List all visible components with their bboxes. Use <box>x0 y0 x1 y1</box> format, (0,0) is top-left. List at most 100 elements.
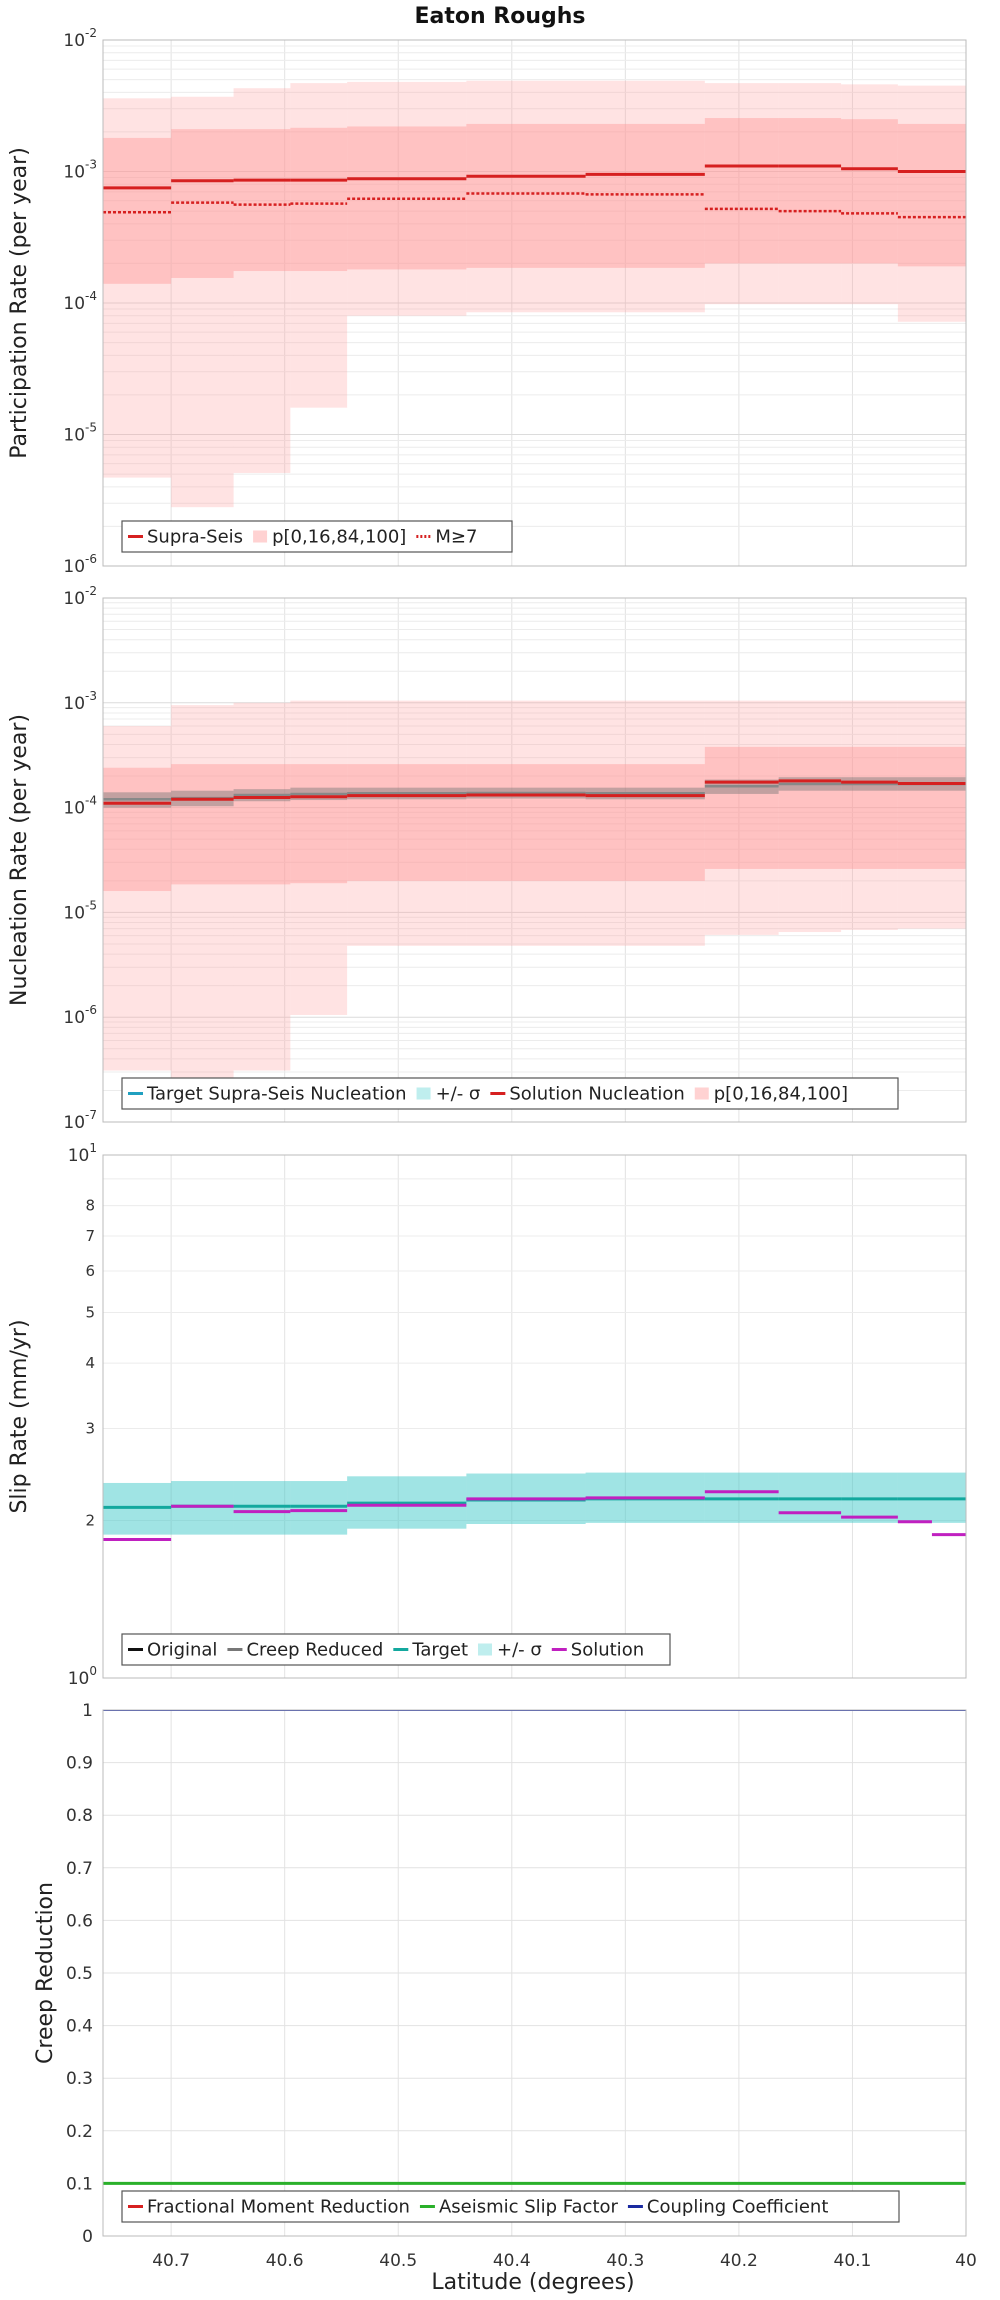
y-tick-label: 10-6 <box>63 552 97 577</box>
y-tick-label: 100 <box>68 1664 97 1689</box>
x-tick-label: 40.4 <box>493 2251 531 2271</box>
legend-item: Supra-Seis <box>128 527 243 548</box>
legend-label: Target <box>411 1640 468 1661</box>
legend-swatch <box>253 530 268 543</box>
legend-item: +/- σ <box>478 1640 542 1661</box>
band-segment <box>585 80 705 313</box>
band-segment <box>347 81 467 316</box>
y-minor-tick-label: 5 <box>85 1303 95 1321</box>
band-segment <box>233 764 291 885</box>
x-tick-label: 40 <box>955 2251 977 2271</box>
legend-box <box>121 1077 899 1110</box>
y-tick-label: 0.1 <box>66 2174 93 2194</box>
band-segment <box>233 1481 291 1535</box>
y-tick-label: 10-6 <box>63 1003 97 1028</box>
band-segment <box>290 764 348 884</box>
y-tick-label: 0.9 <box>66 1754 93 1774</box>
legend-item: Aseismic Slip Factor <box>419 2197 619 2218</box>
band-segment <box>233 702 291 1071</box>
y-tick-label: 10-5 <box>63 421 97 446</box>
y-tick-labels: 10-7 10-6 10-5 10-4 10-3 10-2 <box>63 584 97 1133</box>
band-segment <box>290 127 348 272</box>
band-segment <box>585 764 705 881</box>
plot-frame <box>102 1154 967 1679</box>
y-minor-tick-label: 8 <box>85 1197 95 1215</box>
y-tick-label: 10-4 <box>63 794 97 819</box>
band-segment <box>778 83 842 305</box>
plot-frame <box>102 39 967 567</box>
y-minor-tick-label: 3 <box>85 1419 95 1437</box>
x-tick-label: 40.6 <box>266 2251 304 2271</box>
legend-label: p[0,16,84,100] <box>272 527 406 548</box>
panel-participation: 10-6 10-5 10-4 10-3 10-2 Participation Rate (… <box>7 26 967 577</box>
band-segment <box>704 118 779 264</box>
legend-swatch <box>478 1643 492 1656</box>
band-segment <box>704 746 779 869</box>
band-1 <box>103 1472 966 1535</box>
y-tick-label: 0.7 <box>66 1859 93 1879</box>
series-supra-seis <box>103 164 966 190</box>
y-tick-label: 0.6 <box>66 1911 93 1931</box>
band-segment <box>841 84 898 305</box>
y-axis-label: Participation Rate (per year) <box>7 147 32 459</box>
band-segment <box>778 746 842 869</box>
y-axis-label: Slip Rate (mm/yr) <box>7 1319 32 1513</box>
band-segment <box>897 123 966 267</box>
y-axis-label: Nucleation Rate (per year) <box>7 714 32 1006</box>
y-tick-label: 0 <box>82 2227 93 2247</box>
legend-label: Coupling Coefficient <box>647 2197 828 2218</box>
band-segment <box>171 764 234 885</box>
band-segment <box>466 764 586 881</box>
band-segment <box>290 83 348 408</box>
plot-frame <box>102 1709 967 2237</box>
band-segment <box>290 1481 348 1535</box>
legend-label: Solution Nucleation <box>509 1084 684 1105</box>
panel-slip: 100 101 2 3 4 5 6 7 8 Slip Rate (mm/yr) Original Cr… <box>7 1141 967 1689</box>
y-tick-label: 0.2 <box>66 2122 93 2142</box>
plot-area <box>103 1710 966 2185</box>
legend-swatch <box>694 1087 709 1100</box>
band-segment <box>171 705 234 1079</box>
band-segment <box>897 700 966 929</box>
x-tick-label: 40.5 <box>379 2251 417 2271</box>
legend-label: p[0,16,84,100] <box>714 1084 848 1105</box>
legend-item: Target <box>393 1640 468 1661</box>
band-segment <box>778 118 842 264</box>
plot-area <box>103 1472 966 1542</box>
gridlines <box>103 1155 967 1679</box>
legend-item: Coupling Coefficient <box>627 2197 828 2218</box>
legend-box <box>121 2190 900 2223</box>
band-segment <box>233 1481 291 1535</box>
legend-item: Target Supra-Seis Nucleation <box>128 1084 407 1105</box>
x-tick-label: 40.7 <box>152 2251 190 2271</box>
legend-label: Creep Reduced <box>246 1640 383 1661</box>
y-tick-labels: 10-6 10-5 10-4 10-3 10-2 <box>63 26 97 577</box>
legend-label: Solution <box>571 1640 644 1661</box>
y-tick-label: 10-3 <box>63 689 97 714</box>
gridlines <box>103 1709 967 2237</box>
band-segment <box>290 700 348 1015</box>
y-tick-label: 1 <box>82 1701 93 1721</box>
band-segment <box>704 83 779 305</box>
y-tick-label: 10-5 <box>63 898 97 923</box>
y-axis-label: Creep Reduction <box>33 1882 58 2064</box>
band-segment <box>103 98 172 478</box>
chart-title: Eaton Roughs <box>414 4 585 29</box>
band-segment <box>171 96 234 508</box>
y-minor-tick-label: 7 <box>85 1227 95 1245</box>
legend-item: Creep Reduced <box>227 1640 383 1661</box>
y-tick-labels: 100 101 2 3 4 5 6 7 8 <box>68 1141 97 1689</box>
legend-label: Target Supra-Seis Nucleation <box>146 1084 407 1105</box>
band-0 <box>103 80 966 508</box>
band-segment <box>841 700 898 930</box>
legend-item: Solution Nucleation <box>490 1084 685 1105</box>
x-tick-labels: 40.7 40.6 40.5 40.4 40.3 40.2 40.1 40 <box>152 2251 977 2271</box>
x-tick-label: 40.1 <box>834 2251 872 2271</box>
legend-swatch <box>416 1087 431 1100</box>
band-segment <box>171 1481 234 1535</box>
x-tick-label: 40.2 <box>720 2251 758 2271</box>
legend-label: +/- σ <box>497 1640 542 1661</box>
plot-area <box>103 80 966 508</box>
y-tick-labels: 0 0.1 0.2 0.3 0.4 0.5 0.6 0.7 0.8 0.9 1 <box>66 1701 93 2247</box>
